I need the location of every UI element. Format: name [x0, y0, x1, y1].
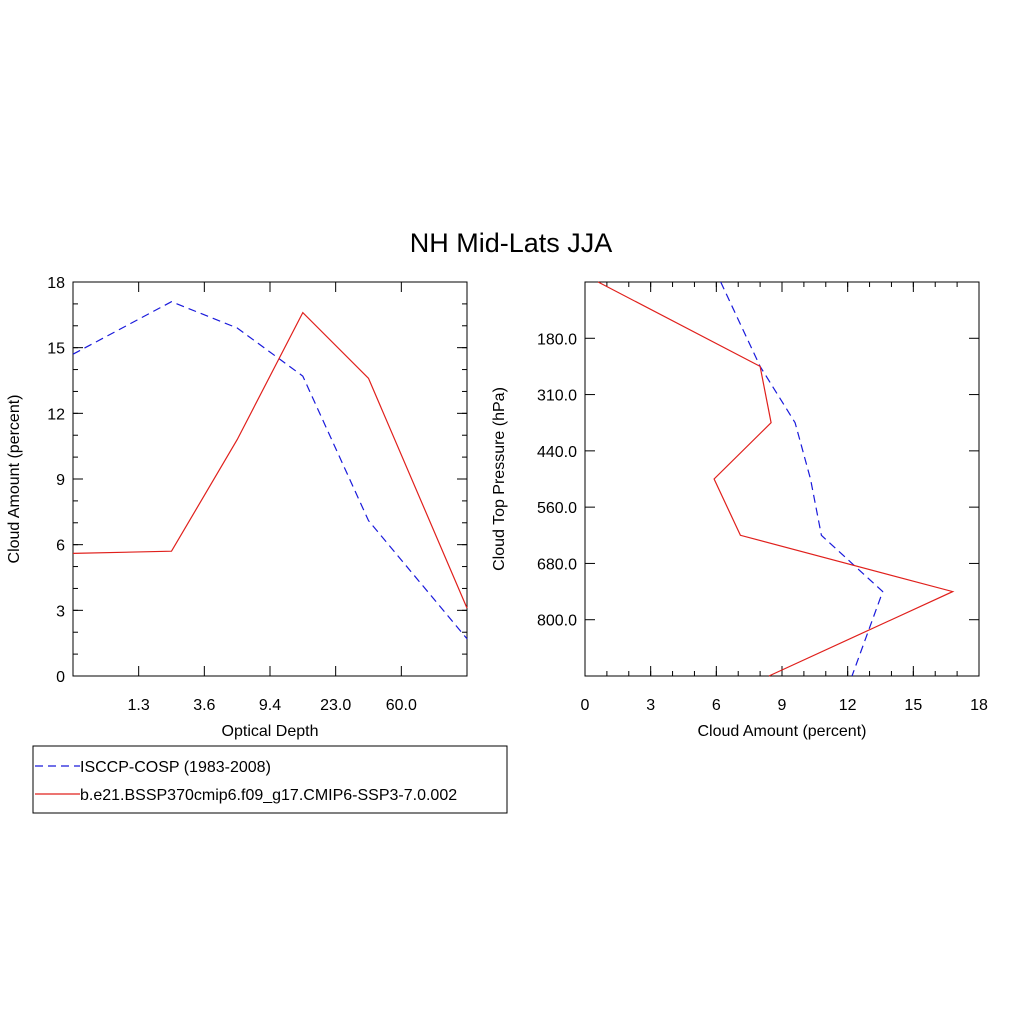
left-y-tick-label: 12 [47, 406, 65, 423]
left-x-tick-label: 60.0 [386, 697, 417, 714]
left-y-axis-label: Cloud Amount (percent) [6, 395, 23, 564]
right-y-tick-label: 680.0 [537, 556, 577, 573]
right-y-tick-label: 440.0 [537, 444, 577, 461]
legend-box [32, 745, 508, 814]
left-x-tick-label: 1.3 [128, 697, 150, 714]
right-y-tick-label: 310.0 [537, 388, 577, 405]
right-y-tick-label: 180.0 [537, 331, 577, 348]
left-y-tick-label: 15 [47, 341, 65, 358]
right-x-tick-label: 0 [581, 697, 590, 714]
left-x-axis-label: Optical Depth [222, 723, 319, 740]
right-x-axis-label: Cloud Amount (percent) [698, 723, 867, 740]
right-series-isccp-line [720, 281, 884, 677]
left-x-tick-label: 3.6 [193, 697, 215, 714]
right-y-tick-label: 560.0 [537, 500, 577, 517]
left-y-tick-label: 9 [56, 472, 65, 489]
left-panel: 0 3 6 9 12 15 18 1.3 3.6 9.4 23.0 60.0 Optical Dept… [6, 275, 468, 740]
right-x-tick-label: 9 [778, 697, 787, 714]
left-x-tick-label: 23.0 [320, 697, 351, 714]
left-y-tick-label: 6 [56, 538, 65, 555]
left-plot-frame [72, 281, 468, 677]
left-y-tick-label: 3 [56, 603, 65, 620]
legend-label-isccp: ISCCP-COSP (1983-2008) [80, 759, 271, 776]
chart-title: NH Mid-Lats JJA [410, 228, 613, 258]
right-y-tick-label: 800.0 [537, 613, 577, 630]
left-x-tick-label: 9.4 [259, 697, 281, 714]
left-y-tick-label: 18 [47, 275, 65, 292]
right-x-tick-label: 3 [646, 697, 655, 714]
right-x-tick-label: 18 [970, 697, 988, 714]
right-series-model-line [597, 281, 955, 677]
legend: ISCCP-COSP (1983-2008) b.e21.BSSP370cmip… [32, 745, 508, 814]
right-panel: 0 3 6 9 12 15 18 180.0 310.0 440.0 560.0 680.0 800.0… [491, 281, 988, 740]
right-x-tick-label: 12 [839, 697, 857, 714]
left-y-tick-label: 0 [56, 669, 65, 686]
legend-label-model: b.e21.BSSP370cmip6.f09_g17.CMIP6-SSP3-7.… [80, 787, 457, 804]
left-series-isccp-line [72, 301, 468, 640]
right-x-tick-label: 6 [712, 697, 721, 714]
right-x-tick-label: 15 [904, 697, 922, 714]
right-plot-frame [584, 281, 980, 677]
left-series-model-line [72, 311, 468, 609]
right-y-axis-label: Cloud Top Pressure (hPa) [491, 387, 508, 571]
